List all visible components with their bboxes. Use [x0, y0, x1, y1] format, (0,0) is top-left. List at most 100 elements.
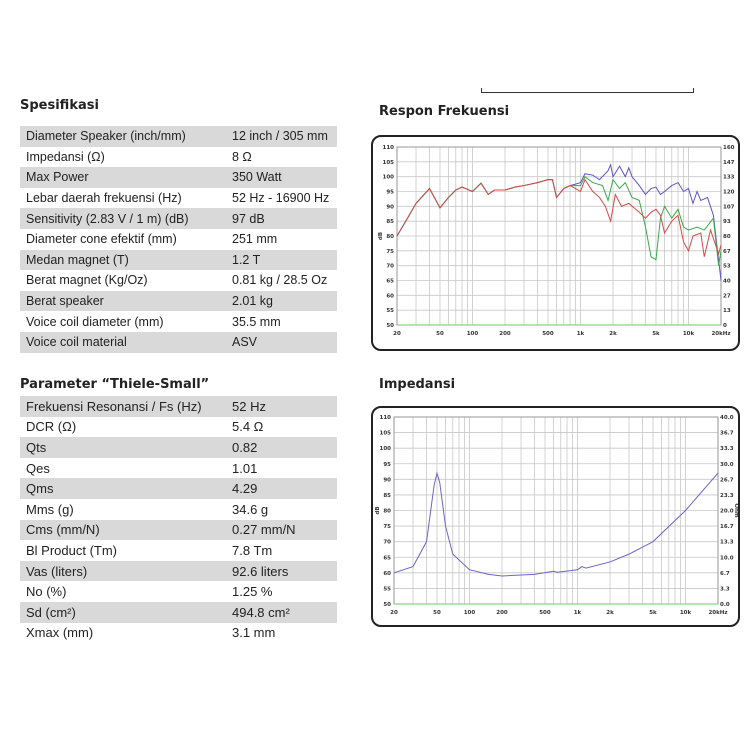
y-tick-label: 90	[383, 477, 391, 483]
table-row: Diameter Speaker (inch/mm) 12 inch / 305 …	[20, 126, 337, 147]
y-tick-label: 100	[383, 175, 395, 181]
y-tick-label: 95	[383, 462, 391, 468]
x-tick-label: 500	[539, 610, 551, 616]
row-value: 92.6 liters	[232, 563, 289, 579]
y2-tick-label: 53	[723, 264, 731, 270]
row-label: Berat magnet (Kg/Oz)	[26, 273, 148, 288]
ts-table: Frekuensi Resonansi / Fs (Hz) 52 Hz DCR (Ω…	[20, 396, 337, 643]
y-tick-label: 100	[380, 446, 392, 452]
y-tick-label: 55	[383, 586, 391, 592]
x-tick-label: 200	[496, 610, 508, 616]
spec-title: Spesifikasi	[20, 98, 99, 113]
x-tick-label: 500	[542, 331, 554, 337]
series-blue-line	[396, 163, 722, 281]
y-axis-label: dB	[378, 232, 384, 240]
impedance-chart: 110 40.0 105 36.7 100 33.3 95 30.0 90 26.7 85 23.3 8…	[375, 415, 739, 616]
x-tick-label: 10k	[680, 610, 692, 616]
table-row: Berat magnet (Kg/Oz) 0.81 kg / 28.5 Oz	[20, 270, 337, 291]
y-tick-label: 105	[383, 160, 395, 166]
row-label: No (%)	[26, 584, 67, 600]
x-tick-label: 50	[436, 331, 444, 337]
y-tick-label: 110	[383, 145, 395, 151]
row-label: Impedansi (Ω)	[26, 149, 105, 164]
x-tick-label: 20kHz	[711, 331, 730, 337]
row-label: Vas (liters)	[26, 563, 88, 579]
row-value: 0.27 mm/N	[232, 522, 296, 538]
table-row: Max Power 350 Watt	[20, 167, 337, 188]
y2-tick-label: 13.3	[720, 540, 734, 546]
row-value: 52 Hz - 16900 Hz	[232, 191, 330, 206]
y-tick-label: 50	[383, 602, 391, 608]
y-tick-label: 95	[386, 190, 394, 196]
row-value: 1.01	[232, 460, 258, 476]
y-tick-label: 75	[386, 249, 394, 255]
y2-tick-label: 40	[723, 279, 731, 285]
row-value: 251 mm	[232, 232, 278, 247]
y-tick-label: 85	[383, 493, 391, 499]
row-value: 7.8 Tm	[232, 542, 273, 558]
table-row: Vas (liters) 92.6 liters	[20, 560, 337, 582]
x-tick-label: 2k	[606, 610, 614, 616]
spec-table: Diameter Speaker (inch/mm) 12 inch / 305 …	[20, 126, 337, 353]
table-row: Diameter cone efektif (mm) 251 mm	[20, 229, 337, 250]
y-tick-label: 110	[380, 415, 392, 421]
row-label: Lebar daerah frekuensi (Hz)	[26, 191, 182, 206]
x-tick-label: 1k	[574, 610, 582, 616]
row-label: Qts	[26, 439, 47, 455]
table-row: Medan magnet (T) 1.2 T	[20, 249, 337, 271]
table-row: Qms 4.29	[20, 478, 337, 499]
y2-tick-label: 13	[723, 308, 731, 314]
row-label: Frekuensi Resonansi / Fs (Hz)	[26, 398, 202, 414]
y2-tick-label: 133	[723, 175, 735, 181]
table-row: Xmax (mm) 3.1 mm	[20, 623, 337, 644]
x-tick-label: 50	[433, 610, 441, 616]
y2-tick-label: 120	[723, 190, 735, 196]
series-red-line	[396, 178, 722, 257]
row-label: Cms (mm/N)	[26, 522, 100, 538]
row-value: ASV	[232, 335, 258, 350]
table-row: No (%) 1.25 %	[20, 581, 337, 602]
table-row: Impedansi (Ω) 8 Ω	[20, 147, 337, 168]
row-label: Diameter cone efektif (mm)	[26, 232, 177, 247]
row-value: 1.2 T	[232, 252, 261, 267]
y2-tick-label: 0	[723, 323, 727, 329]
row-value: 4.29	[232, 481, 258, 497]
y2-tick-label: 93	[723, 219, 731, 225]
table-row: Qes 1.01	[20, 458, 337, 479]
row-value: 34.6 g	[232, 501, 269, 517]
y2-axis-label: Ohm	[733, 503, 738, 518]
row-value: 52 Hz	[232, 398, 266, 414]
table-row: Berat speaker 2.01 kg	[20, 290, 337, 312]
row-value: 8 Ω	[232, 149, 252, 164]
imp-title: Impedansi	[379, 377, 456, 392]
row-label: Bl Product (Tm)	[26, 542, 118, 558]
y2-tick-label: 20.0	[720, 509, 734, 515]
x-tick-label: 100	[464, 610, 476, 616]
y-tick-label: 65	[386, 279, 394, 285]
row-value: 3.1 mm	[232, 625, 276, 641]
imp-chart-box: 110 40.0 105 36.7 100 33.3 95 30.0 90 26.7 85 23.3 8…	[371, 406, 740, 627]
freq-title: Respon Frekuensi	[379, 104, 510, 119]
row-label: Qes	[26, 460, 50, 476]
y2-tick-label: 147	[723, 160, 735, 166]
row-value: 494.8 cm²	[232, 604, 290, 620]
y-axis-label: dB	[375, 506, 381, 514]
table-row: Frekuensi Resonansi / Fs (Hz) 52 Hz	[20, 396, 337, 417]
row-value: 5.4 Ω	[232, 419, 264, 435]
row-value: 1.25 %	[232, 584, 273, 600]
x-tick-label: 10k	[683, 331, 695, 337]
row-label: Qms	[26, 481, 54, 497]
row-label: Xmax (mm)	[26, 625, 94, 641]
y2-tick-label: 107	[723, 204, 735, 210]
y2-tick-label: 26.7	[720, 477, 734, 483]
y2-tick-label: 160	[723, 145, 735, 151]
y2-tick-label: 27	[723, 293, 731, 299]
row-label: Sensitivity (2.83 V / 1 m) (dB)	[26, 211, 189, 226]
x-tick-label: 20	[393, 331, 401, 337]
x-tick-label: 2k	[609, 331, 617, 337]
row-value: 350 Watt	[232, 170, 282, 185]
y-tick-label: 65	[383, 555, 391, 561]
y-tick-label: 90	[386, 204, 394, 210]
x-tick-label: 100	[467, 331, 479, 337]
ts-title: Parameter “Thiele-Small”	[20, 377, 210, 392]
